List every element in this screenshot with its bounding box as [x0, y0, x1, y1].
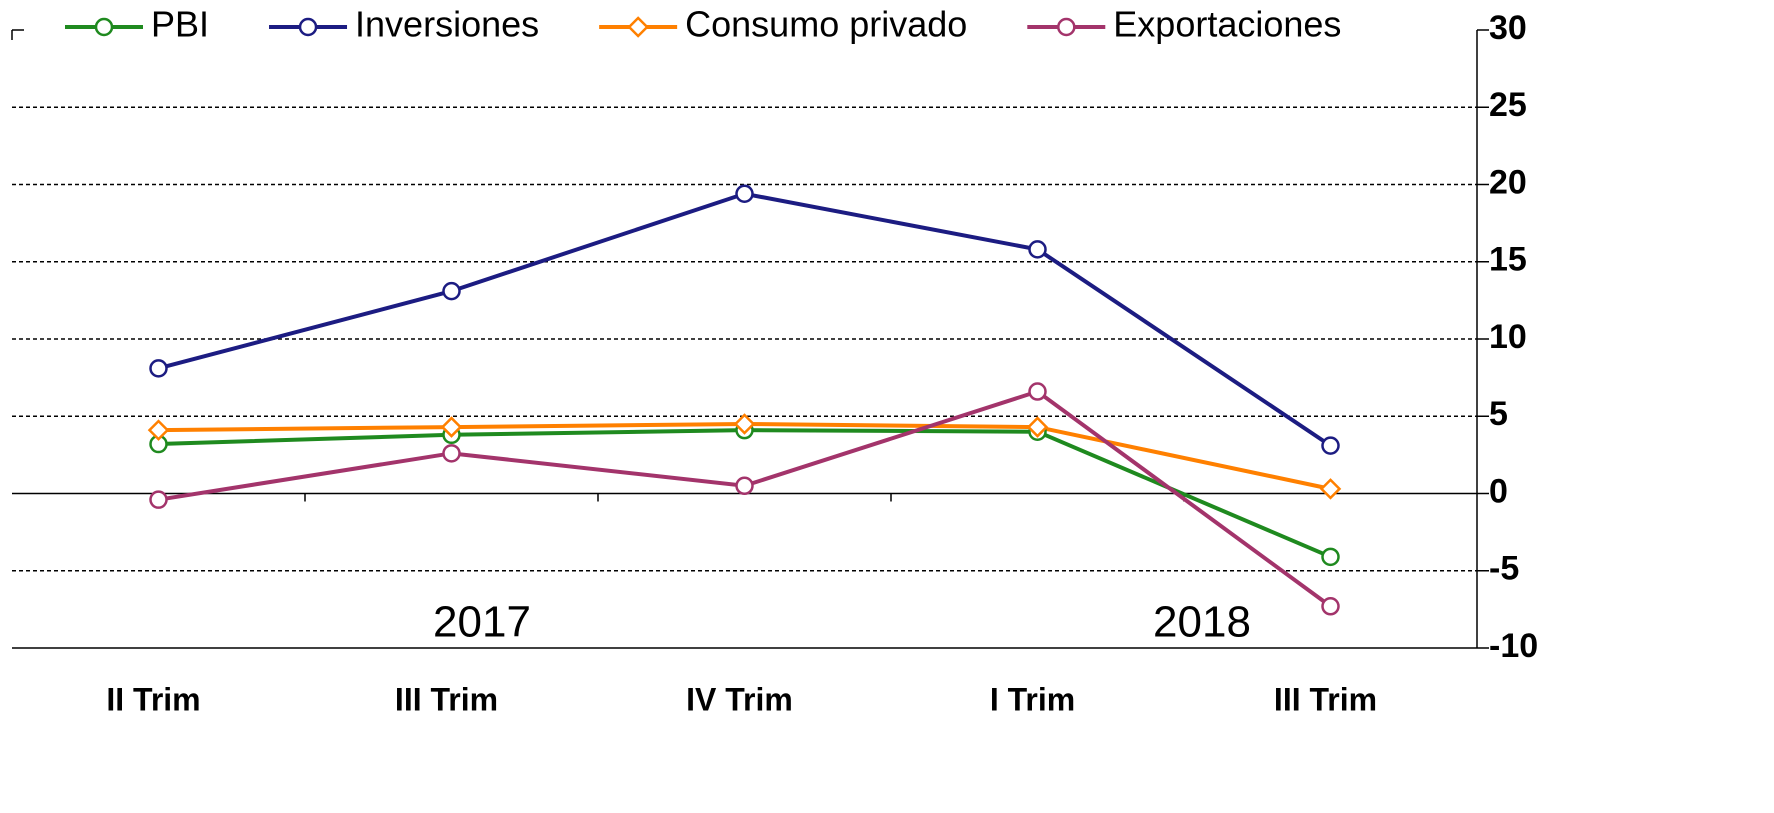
data-point — [442, 444, 461, 463]
year-label: 2018 — [1153, 598, 1251, 647]
x-tick-label: III Trim — [395, 681, 498, 717]
legend-background — [351, 5, 544, 49]
series-line — [157, 191, 1332, 448]
data-point — [442, 281, 461, 301]
data-point — [1319, 478, 1342, 500]
legend-label: Exportaciones — [1113, 4, 1341, 45]
y-tick-label: 20 — [1489, 163, 1527, 201]
data-point — [735, 476, 754, 496]
x-tick-label: IV Trim — [686, 681, 793, 717]
data-point — [1321, 547, 1340, 567]
legend-marker — [298, 17, 318, 37]
legend-label: Inversiones — [355, 4, 539, 45]
x-tick-label: II Trim — [106, 681, 200, 717]
data-point — [1028, 240, 1047, 259]
legend-background — [681, 5, 972, 49]
legend-marker — [627, 16, 649, 38]
legend-label: Consumo privado — [685, 4, 967, 45]
data-point — [1026, 416, 1049, 438]
data-point — [1028, 382, 1047, 401]
legend-background — [147, 5, 214, 49]
year-label: 2017 — [433, 598, 531, 647]
legend-marker — [1057, 17, 1076, 37]
data-point — [1321, 597, 1340, 616]
legend-background — [1109, 5, 1346, 49]
legend-marker — [94, 17, 114, 37]
y-tick-label: 10 — [1489, 318, 1527, 356]
y-tick-label: 5 — [1489, 395, 1508, 433]
data-point — [1321, 436, 1340, 455]
data-point — [149, 359, 168, 378]
y-tick-label: 15 — [1489, 241, 1527, 279]
x-tick-label: I Trim — [990, 681, 1075, 717]
x-tick-label: III Trim — [1274, 681, 1377, 717]
y-tick-label: 30 — [1489, 9, 1527, 47]
data-point — [440, 416, 463, 438]
y-tick-label: 0 — [1489, 472, 1508, 510]
y-tick-label: -5 — [1489, 550, 1519, 588]
data-point — [149, 490, 168, 509]
y-tick-label: -10 — [1489, 627, 1538, 665]
data-point — [733, 413, 756, 435]
legend-label: PBI — [151, 4, 209, 45]
y-tick-label: 25 — [1489, 86, 1527, 124]
data-point — [735, 184, 754, 204]
data-point — [147, 419, 170, 441]
